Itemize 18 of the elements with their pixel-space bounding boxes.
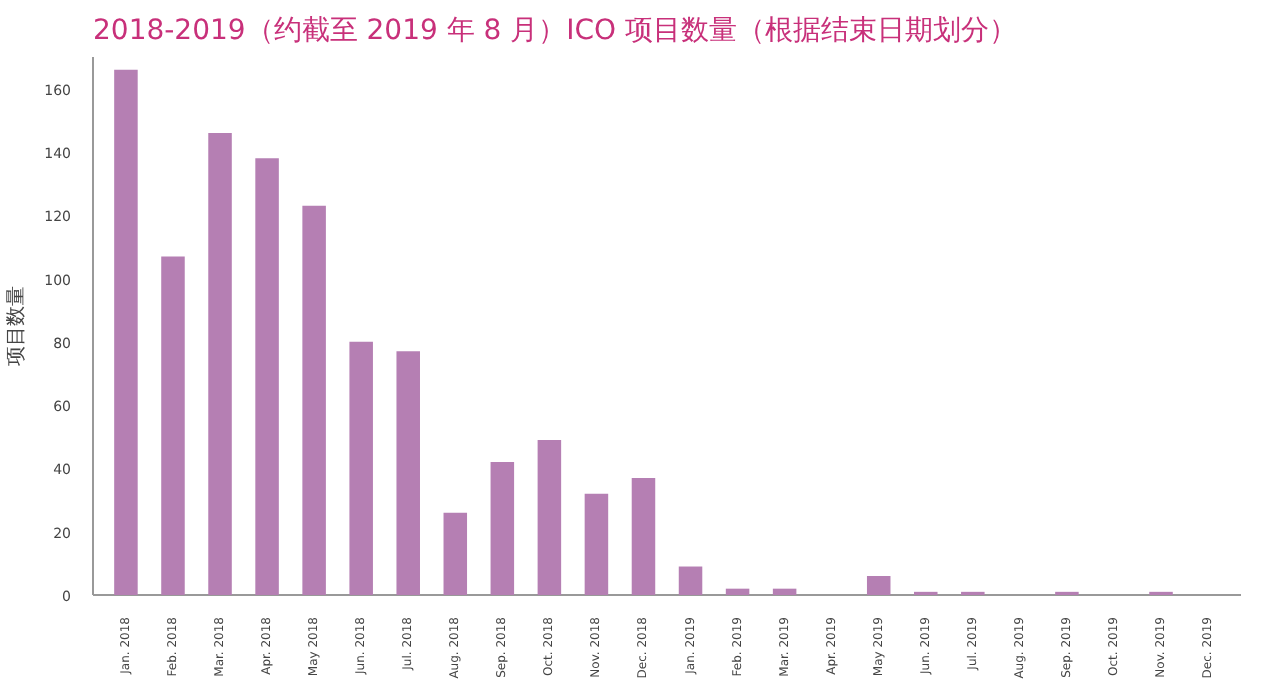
bar [161, 256, 185, 595]
chart-title: 2018-2019（约截至 2019 年 8 月）ICO 项目数量（根据结束日期划分） [93, 15, 1018, 47]
bar [396, 351, 420, 595]
bar [678, 566, 703, 595]
bar [302, 205, 326, 595]
bar [537, 439, 562, 595]
bar [490, 462, 515, 595]
bar [114, 69, 138, 595]
bar [772, 588, 797, 595]
bar [631, 477, 656, 595]
bar [349, 341, 373, 595]
bar [866, 576, 891, 595]
bar [208, 132, 232, 595]
bar [725, 588, 750, 595]
y-axis-title: 项目数量 [6, 286, 29, 366]
bar [255, 158, 279, 595]
bar [584, 493, 609, 595]
bar [443, 512, 468, 595]
